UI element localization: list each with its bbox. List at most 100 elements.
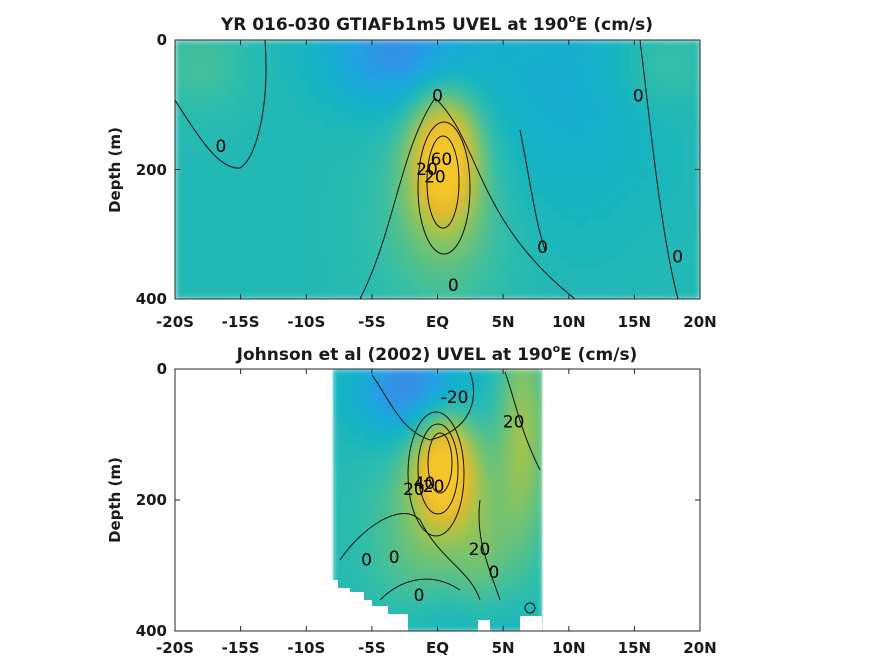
heatmap-cell [451, 573, 456, 583]
heatmap-cell [323, 120, 334, 130]
heatmap-cell [423, 409, 428, 419]
heatmap-cell [542, 88, 552, 98]
heatmap-cell [385, 234, 395, 243]
heatmap-cell [560, 64, 570, 73]
heatmap-cell [374, 426, 379, 436]
heatmap-cell [441, 426, 446, 436]
heatmap-cell [469, 622, 474, 631]
heatmap-cell [175, 40, 185, 49]
heatmap-cell [413, 459, 418, 468]
heatmap-cell [532, 377, 537, 386]
heatmap-cell [227, 234, 237, 243]
heatmap-cell [413, 377, 418, 386]
heatmap-cell [521, 524, 526, 534]
heatmap-cell [371, 590, 376, 599]
heatmap-cell [535, 409, 540, 419]
heatmap-cell [227, 80, 237, 90]
heatmap-cell [437, 549, 442, 558]
heatmap-cell [364, 450, 369, 460]
heatmap-cell [358, 145, 369, 154]
heatmap-cell [533, 104, 544, 114]
heatmap-cell [612, 145, 622, 154]
heatmap-cell [395, 532, 400, 542]
heatmap-cell [245, 274, 255, 284]
heatmap-cell [490, 234, 500, 243]
heatmap-cell [469, 524, 474, 534]
heatmap-cell [560, 209, 570, 219]
heatmap-cell [236, 266, 246, 276]
heatmap-cell [577, 80, 587, 90]
heatmap-cell [448, 409, 453, 419]
heatmap-cell [297, 169, 307, 179]
heatmap-cell [434, 459, 439, 468]
heatmap-cell [472, 209, 482, 219]
heatmap-cell [341, 161, 351, 171]
heatmap-cell [638, 282, 649, 292]
heatmap-cell [441, 532, 446, 542]
heatmap-cell [448, 434, 453, 444]
heatmap-cell [420, 64, 430, 73]
heatmap-cell [367, 467, 372, 477]
heatmap-cell [376, 234, 386, 243]
heatmap-cell [465, 442, 470, 452]
heatmap-cell [493, 516, 498, 526]
heatmap-cell [339, 434, 344, 444]
heatmap-cell [271, 137, 281, 146]
heatmap-cell [638, 177, 649, 187]
heatmap-cell [630, 161, 640, 171]
heatmap-cell [444, 590, 449, 599]
heatmap-cell [332, 557, 337, 567]
heatmap-cell [504, 524, 509, 534]
heatmap-cell [647, 258, 657, 268]
heatmap-cell [462, 401, 467, 411]
heatmap-cell [192, 72, 202, 82]
heatmap-cell [551, 72, 561, 82]
heatmap-cell [411, 209, 421, 219]
heatmap-cell [339, 450, 344, 460]
heatmap-cell [428, 226, 439, 235]
heatmap-cell [455, 145, 465, 154]
heatmap-cell [218, 129, 229, 138]
heatmap-cell [451, 549, 456, 558]
heatmap-cell [532, 516, 537, 526]
heatmap-cell [253, 120, 264, 130]
heatmap-cell [497, 500, 502, 509]
heatmap-cell [357, 418, 362, 427]
heatmap-cell [357, 565, 362, 575]
heatmap-cell [297, 129, 307, 138]
heatmap-cell [399, 557, 404, 567]
heatmap-cell [350, 573, 355, 583]
heatmap-cell [358, 169, 369, 179]
heatmap-cell [402, 598, 407, 608]
heatmap-cell [315, 234, 325, 243]
heatmap-cell [427, 557, 432, 567]
heatmap-cell [455, 282, 465, 292]
heatmap-cell [427, 467, 432, 477]
heatmap-cell [376, 274, 386, 284]
heatmap-cell [518, 508, 523, 517]
heatmap-cell [682, 120, 692, 130]
heatmap-cell [367, 218, 377, 227]
heatmap-cell [472, 401, 477, 411]
heatmap-cell [339, 393, 344, 403]
heatmap-cell [507, 177, 517, 187]
heatmap-cell [612, 250, 622, 260]
heatmap-cell [504, 450, 509, 460]
heatmap-cell [430, 459, 435, 468]
heatmap-cell [339, 418, 344, 427]
heatmap-cell [245, 193, 255, 203]
heatmap-cell [236, 282, 246, 292]
heatmap-cell [490, 201, 500, 211]
heatmap-cell [490, 153, 500, 162]
heatmap-cell [218, 274, 229, 284]
heatmap-cell [498, 80, 509, 90]
x-tick-label: 15N [618, 639, 651, 656]
heatmap-cell [253, 48, 264, 57]
heatmap-cell [595, 161, 605, 171]
heatmap-cell [378, 565, 383, 575]
heatmap-cell [446, 266, 456, 276]
heatmap-cell [406, 385, 411, 395]
heatmap-cell [437, 48, 447, 57]
heatmap-cell [455, 96, 465, 106]
